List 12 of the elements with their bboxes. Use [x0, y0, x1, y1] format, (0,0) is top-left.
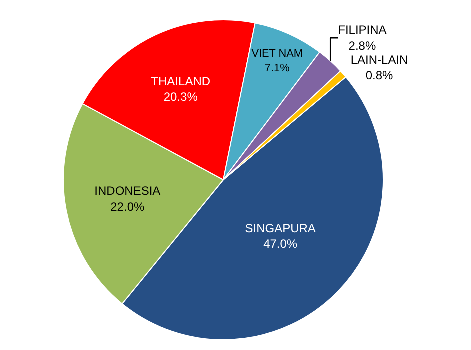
data-label: 2.8%	[348, 38, 376, 53]
slice-label: LAIN-LAIN	[350, 52, 408, 67]
slice-label: FILIPINA	[338, 23, 387, 38]
slice-label: INDONESIA	[94, 184, 161, 198]
slice-label: VIET NAM	[252, 48, 303, 60]
data-label: 7.1%	[264, 62, 290, 74]
data-label: 0.8%	[366, 68, 394, 82]
data-label: 47.0%	[264, 237, 298, 252]
data-label: 22.0%	[110, 200, 145, 214]
slice-label: SINGAPURA	[245, 221, 316, 236]
data-label: 20.3%	[164, 90, 198, 104]
slice-label: THAILAND	[151, 74, 211, 88]
